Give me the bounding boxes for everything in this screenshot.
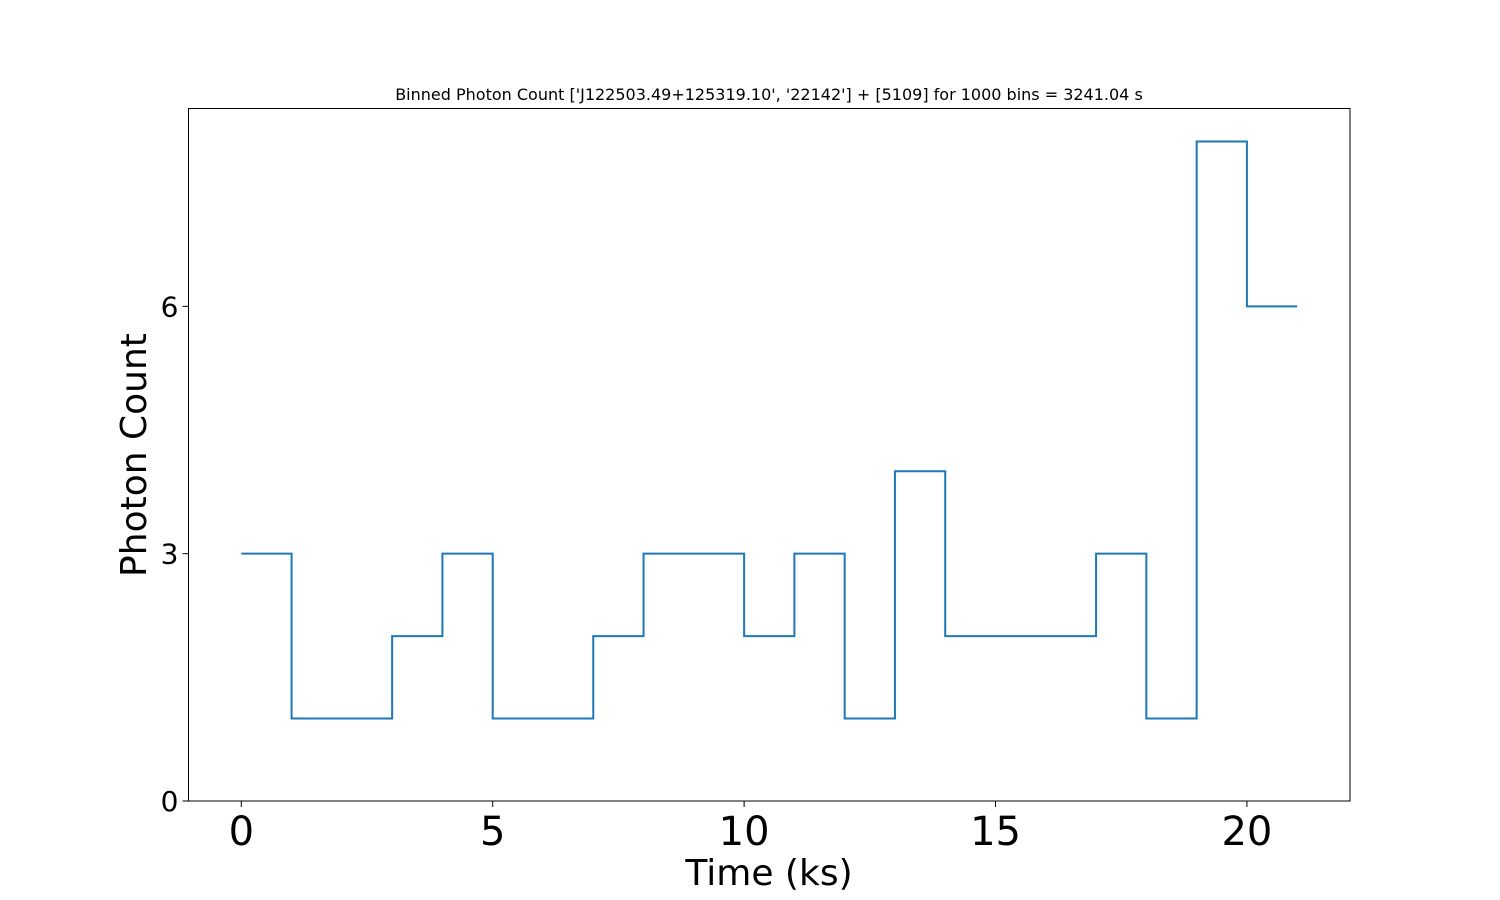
y-axis-ticks: 0 3 6 — [161, 290, 189, 818]
x-tick-label: 10 — [719, 809, 770, 855]
plot-frame — [188, 108, 1351, 802]
x-tick-label: 0 — [229, 809, 254, 855]
photon-count-step-line — [241, 140, 1298, 720]
y-axis-label: Photon Count — [114, 333, 155, 577]
y-tick-label: 3 — [161, 538, 179, 571]
x-tick-label: 15 — [970, 809, 1021, 855]
x-tick-label: 20 — [1221, 809, 1272, 855]
x-axis-ticks: 0 5 10 15 20 — [229, 801, 1272, 855]
x-tick-label: 5 — [480, 809, 505, 855]
series-layer — [241, 140, 1298, 720]
x-axis-label: Time (ks) — [684, 853, 852, 894]
y-tick-label: 0 — [161, 785, 179, 818]
y-tick-label: 6 — [161, 290, 179, 323]
chart-title: Binned Photon Count ['J122503.49+125319.… — [395, 85, 1143, 104]
